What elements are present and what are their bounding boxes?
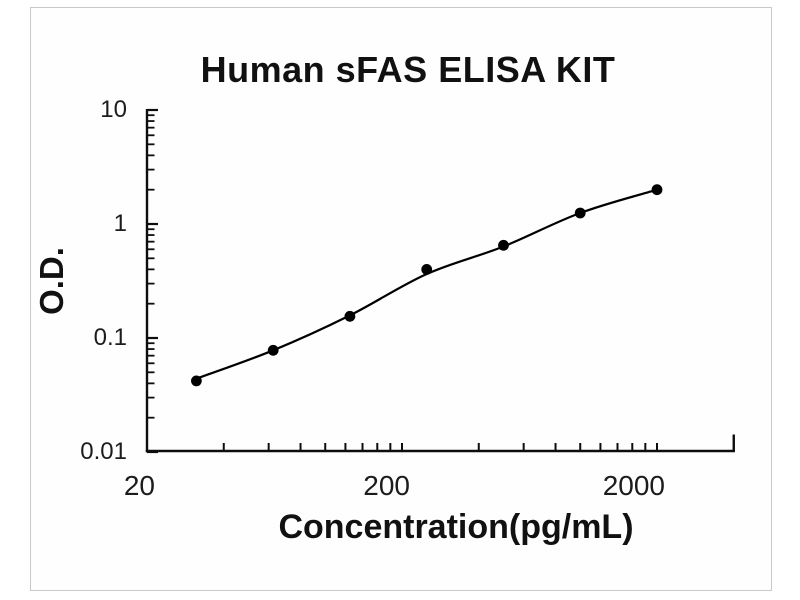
chart-image-frame [30, 7, 772, 591]
data-point [267, 344, 279, 356]
y-tick-label: 0.01 [80, 438, 127, 465]
x-axis-title: Concentration(pg/mL) [278, 508, 634, 546]
data-point [498, 239, 509, 251]
x-tick-label: 200 [363, 470, 410, 501]
y-axis-title: O.D. [33, 247, 70, 315]
data-point [651, 184, 663, 196]
data-point [574, 207, 586, 219]
y-tick-label: 0.1 [93, 324, 127, 351]
y-tick-label: 10 [100, 96, 127, 123]
x-tick-label: 20 [123, 470, 155, 501]
data-point [421, 264, 433, 275]
data-point [344, 310, 356, 322]
chart-title: Human sFAS ELISA KIT [200, 49, 616, 90]
y-tick-label: 1 [113, 210, 127, 237]
fitted-curve [195, 188, 659, 380]
x-tick-label: 2000 [602, 470, 665, 501]
data-point [191, 375, 202, 387]
